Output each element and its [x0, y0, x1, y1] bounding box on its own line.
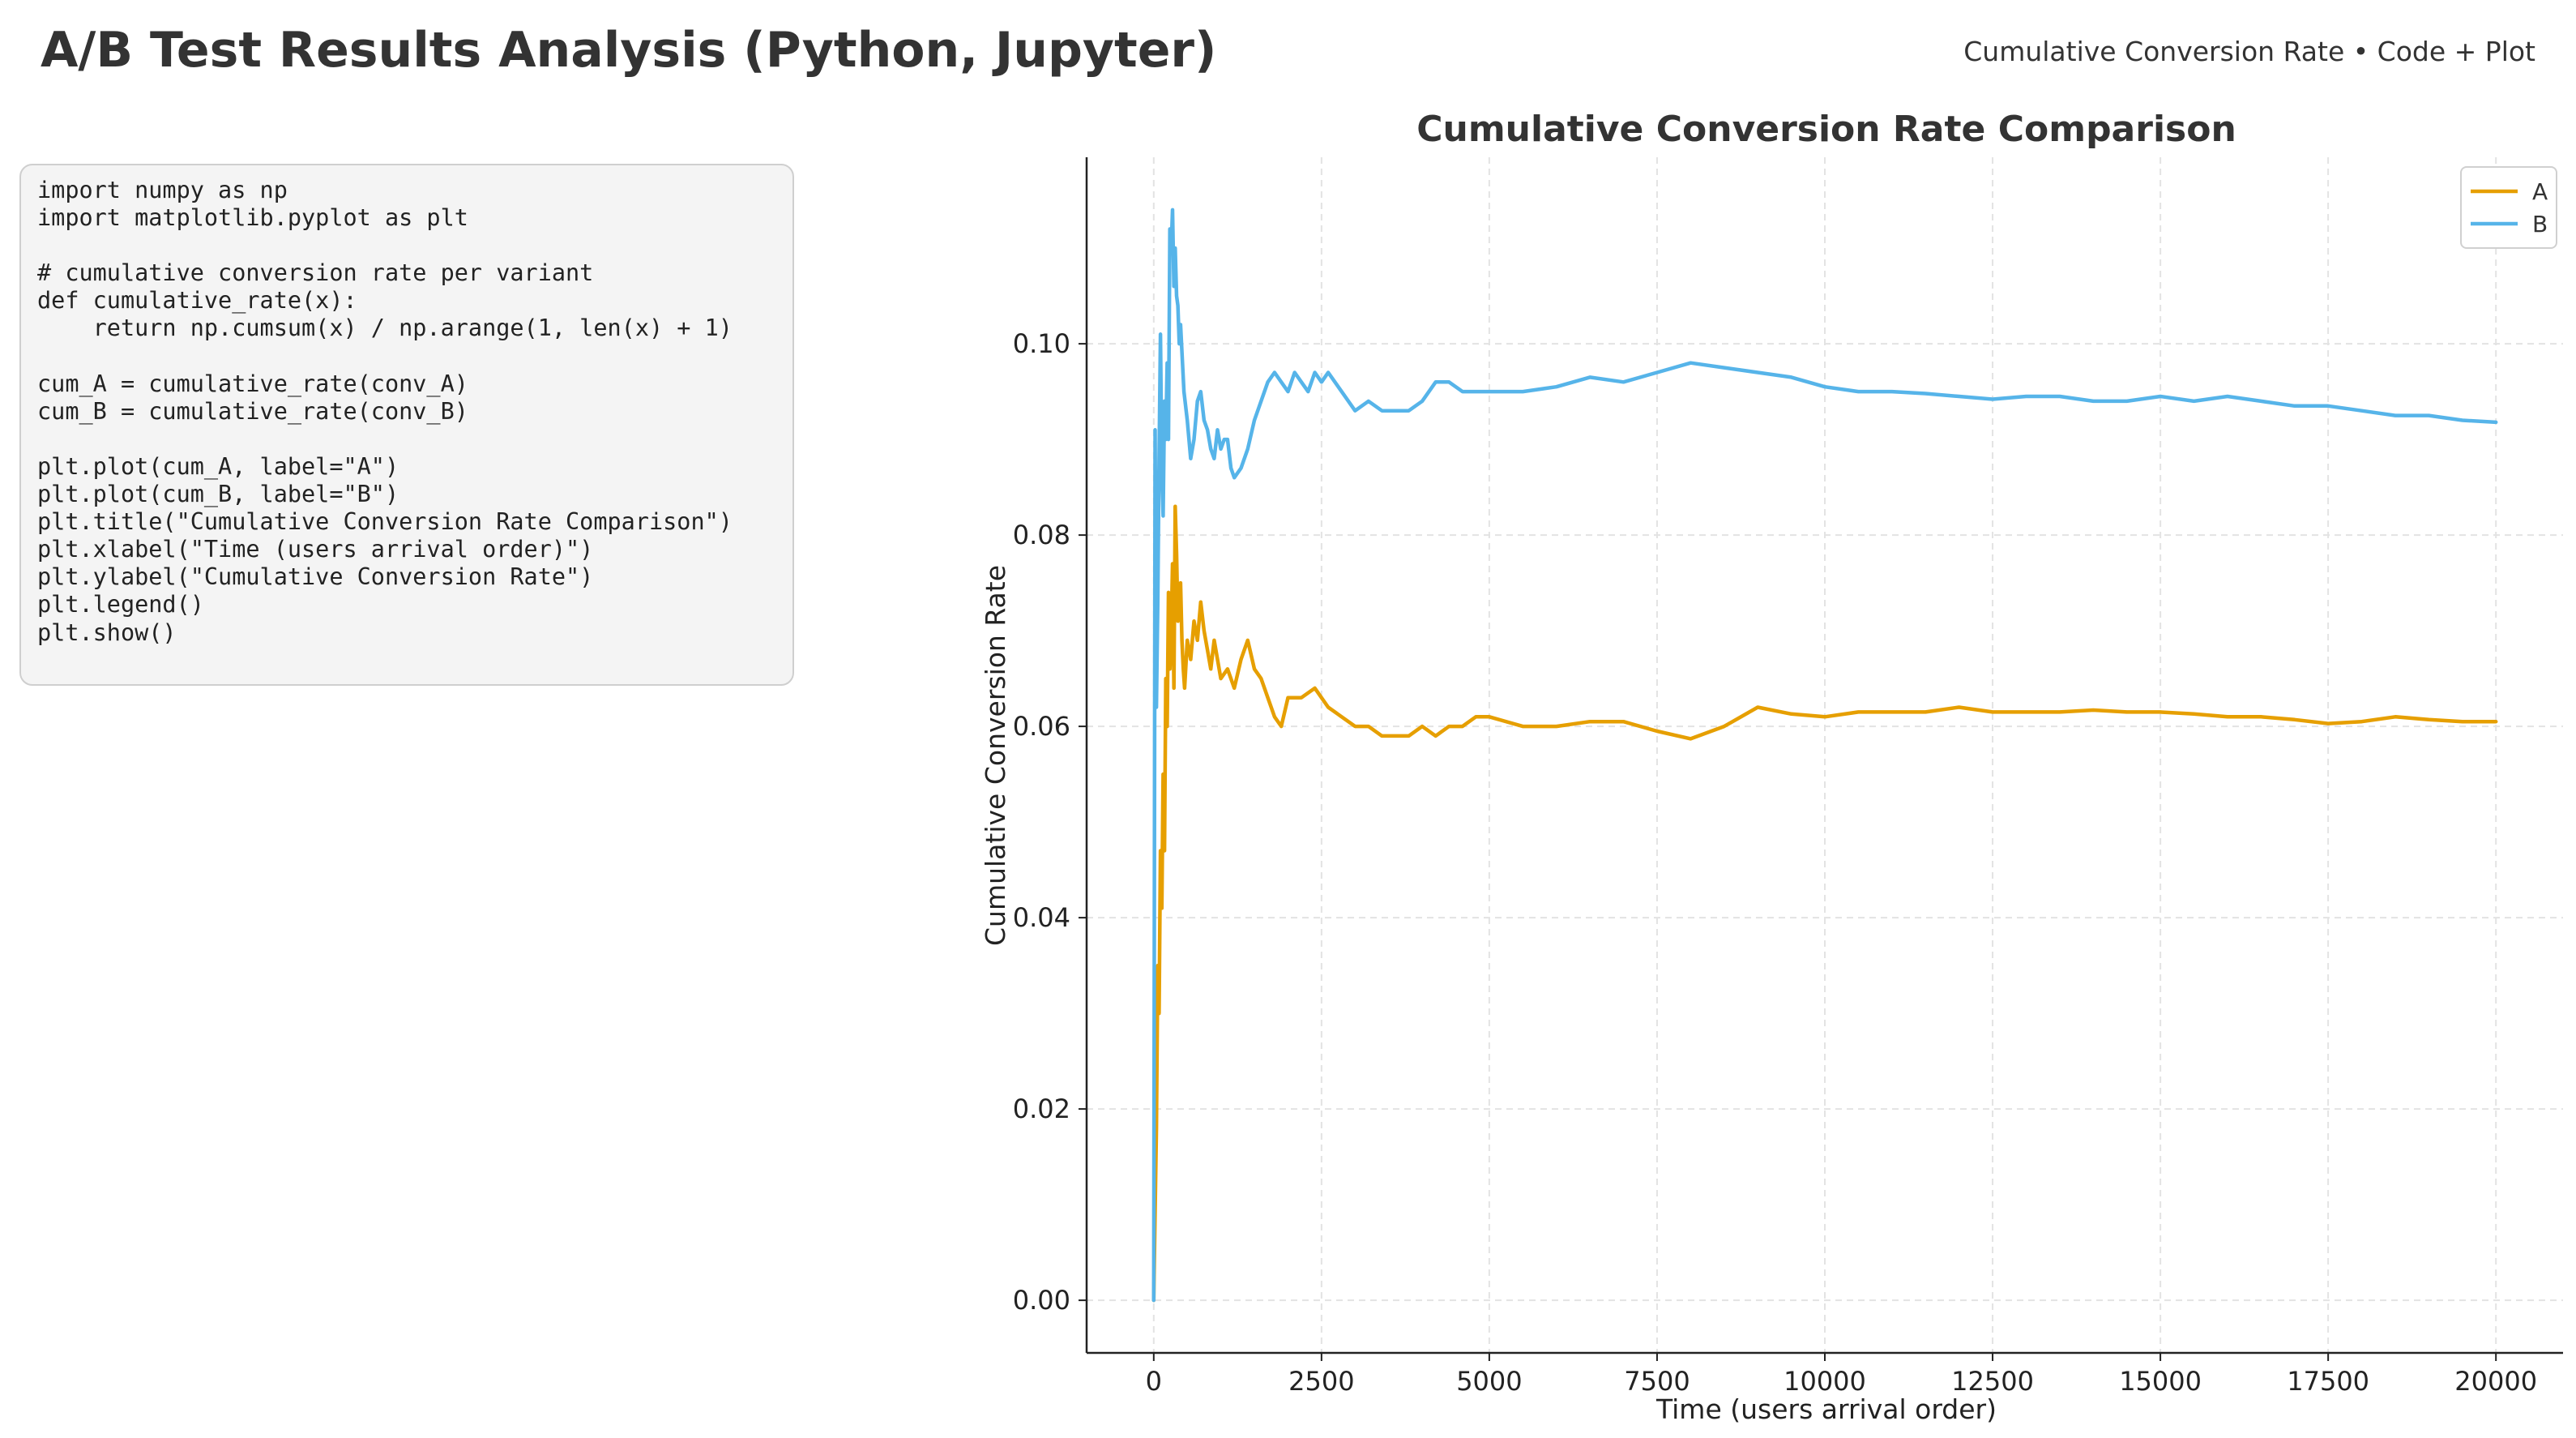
code-block: import numpy as np import matplotlib.pyp…: [37, 177, 733, 646]
x-tick-label-1: 2500: [1288, 1366, 1354, 1397]
y-tick-label-2: 0.04: [1013, 902, 1070, 933]
page-subtitle: Cumulative Conversion Rate • Code + Plot: [1963, 36, 2535, 67]
x-tick-label-0: 0: [1146, 1366, 1162, 1397]
x-axis-label: Time (users arrival order): [1655, 1393, 1997, 1425]
legend-label-a: A: [2532, 178, 2548, 205]
series-line-a: [1151, 504, 2498, 1303]
y-tick-label-1: 0.02: [1013, 1093, 1070, 1124]
y-tick-label-5: 0.10: [1013, 328, 1070, 359]
x-tick-label-7: 17500: [2287, 1366, 2369, 1397]
legend-label-b: B: [2532, 211, 2548, 238]
x-tick-label-8: 20000: [2454, 1366, 2537, 1397]
y-tick-label-3: 0.06: [1013, 711, 1070, 742]
series-line-b: [1151, 208, 2498, 1303]
legend-box: [2460, 166, 2557, 249]
y-tick-label-0: 0.00: [1013, 1285, 1070, 1316]
x-tick-label-6: 15000: [2119, 1366, 2202, 1397]
chart-title: Cumulative Conversion Rate Comparison: [1416, 109, 2236, 150]
tick-labels: 0 2500 5000 7500 10000 12500 15000 17500 20000 0.…: [1013, 328, 2537, 1397]
x-tick-label-3: 7500: [1624, 1366, 1690, 1397]
y-axis-label: Cumulative Conversion Rate: [980, 565, 1011, 946]
code-cell[interactable]: import numpy as np import matplotlib.pyp…: [19, 164, 794, 686]
series-lines: [1151, 208, 2498, 1303]
grid-lines: [1087, 157, 2563, 1353]
axes: [1079, 157, 2563, 1361]
y-tick-label-4: 0.08: [1013, 520, 1070, 550]
page-title: A/B Test Results Analysis (Python, Jupyt…: [41, 22, 1217, 79]
x-tick-label-2: 5000: [1456, 1366, 1522, 1397]
x-tick-label-5: 12500: [1951, 1366, 2034, 1397]
legend: AB: [2460, 166, 2557, 249]
x-tick-label-4: 10000: [1784, 1366, 1866, 1397]
